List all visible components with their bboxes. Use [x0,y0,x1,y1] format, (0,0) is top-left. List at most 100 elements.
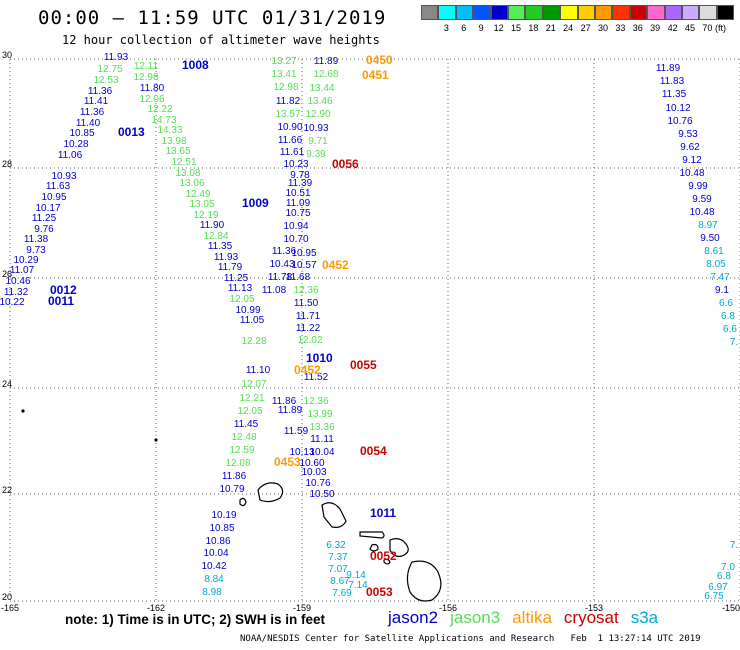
color-scale-cell [542,5,561,20]
color-scale-label: 39 [650,23,661,33]
pass-number-label: 0052 [370,549,397,563]
color-scale-cell [595,5,613,20]
color-scale-cell [455,5,474,20]
wave-height-label: 11.06 [58,150,83,161]
color-scale-cell [612,5,630,20]
color-scale-label: 24 [563,23,574,33]
wave-height-label: 7.14 [348,580,368,591]
hawaiian-islands [21,409,442,602]
island-oahu [321,502,347,528]
island-molokai [359,531,385,539]
wave-height-label: 12.68 [313,69,338,80]
wave-height-label: 12.06 [139,94,164,105]
wave-height-label: 10.90 [277,122,302,133]
wave-height-label: 12.98 [133,72,158,83]
color-scale-label: 21 [545,23,556,33]
wave-height-label: 9.78 [290,170,310,181]
wave-height-label: 11.50 [294,298,319,309]
wave-height-label: 10.93 [51,171,76,182]
pass-number-label: 0056 [332,157,359,171]
wave-height-label: 11.45 [234,419,259,430]
wave-height-label: 13.08 [175,168,200,179]
wave-height-label: 11.78 [268,272,293,283]
wave-height-label: 11.36 [88,86,113,97]
latitude-tick-label: 20 [2,592,12,602]
wave-height-label: 11.09 [286,198,311,209]
longitude-tick-label: -162 [147,603,165,613]
color-scale-cell [438,5,456,20]
wave-height-label: 9.73 [26,245,46,256]
wave-height-label: 11.11 [310,434,334,445]
wave-height-label: 6.97 [708,582,728,593]
wave-height-label: 10.17 [35,203,60,214]
pass-number-label: 1008 [182,58,209,72]
footer-credit: NOAA/NESDIS Center for Satellite Applica… [240,634,701,644]
wave-height-label: 11.41 [84,96,109,107]
latitude-tick-label: 30 [2,50,12,60]
wave-height-label: 10.42 [201,561,226,572]
wave-height-label: 10.99 [235,305,260,316]
wave-height-label: 11.35 [662,89,687,100]
wave-height-label: 12.51 [171,157,196,168]
color-scale-label: 18 [528,23,539,33]
color-scale-label: 30 [597,23,608,33]
wave-height-label: 6.8 [721,311,735,322]
wave-height-label: 10.28 [63,139,88,150]
wave-height-label: 10.57 [291,260,316,271]
wave-height-label: 7.07 [328,564,348,575]
legend-item-cryosat: cryosat [563,608,619,627]
wave-height-label: 11.89 [278,405,303,416]
wave-height-label: 13.41 [271,69,296,80]
wave-height-label: 6.6 [723,324,737,335]
pass-number-label: 0053 [366,585,393,599]
wave-height-label: 11.13 [228,283,253,294]
wave-height-label: 10.03 [301,467,326,478]
latitude-tick-label: 26 [2,269,12,279]
wave-height-label: 12.59 [229,445,254,456]
wave-height-label: 12.05 [237,406,262,417]
wave-height-label: 9.62 [680,142,700,153]
island-hawaii [406,560,442,602]
wave-height-label: 12.22 [147,104,172,115]
wave-height-label: 10.60 [299,458,324,469]
color-scale-label: 27 [580,23,591,33]
map-subtitle: 12 hour collection of altimeter wave hei… [62,33,380,47]
pass-number-label: 1010 [306,351,333,365]
island-dot-2 [154,438,158,442]
color-scale-cell [577,5,595,20]
wave-height-label: 12.08 [225,458,250,469]
wave-height-label: 12.05 [229,294,254,305]
wave-height-label: 9.14 [346,570,366,581]
wave-height-label: 12.49 [185,189,210,200]
pass-number-label: 0012 [50,283,77,297]
wave-height-label: 13.46 [307,96,332,107]
color-scale-cell [682,5,700,20]
wave-height-label: 13.65 [165,146,190,157]
color-scale-cell [629,5,648,20]
wave-height-label: 12.53 [93,75,118,86]
wave-height-label: 11.39 [288,178,313,189]
wave-height-label: 7.0 [721,562,735,573]
color-scale-label: 70 [702,23,713,33]
wave-height-label: 11.82 [276,96,301,107]
axis-labels: 30 28 26 24 22 20-165 -162 -159 -156 -153 -150 [1,50,740,613]
wave-height-label: 11.71 [296,311,321,322]
wave-height-label: 7.69 [332,588,352,599]
lat-lon-grid [9,58,740,602]
wave-height-label: 10.19 [211,510,236,521]
wave-height-label: 9.1 [715,285,729,296]
color-scale-label: 36 [632,23,643,33]
wave-height-label: 9.71 [308,136,328,147]
legend-item-altika: altika [512,608,552,627]
wave-height-label: 11.25 [32,213,57,224]
wave-height-label: 9.59 [692,194,712,205]
wave-height-label: 11.10 [246,365,271,376]
wave-height-label: 11.66 [278,135,303,146]
wave-height-label: 7. [730,337,738,348]
longitude-tick-label: -150 [722,603,740,613]
pass-number-label: 0452 [322,258,349,272]
color-scale-cell [647,5,665,20]
map-title: 00:00 – 11:59 UTC 01/31/2019 [38,7,387,29]
color-scale-label: 42 [667,23,678,33]
color-scale-cell [699,5,717,20]
